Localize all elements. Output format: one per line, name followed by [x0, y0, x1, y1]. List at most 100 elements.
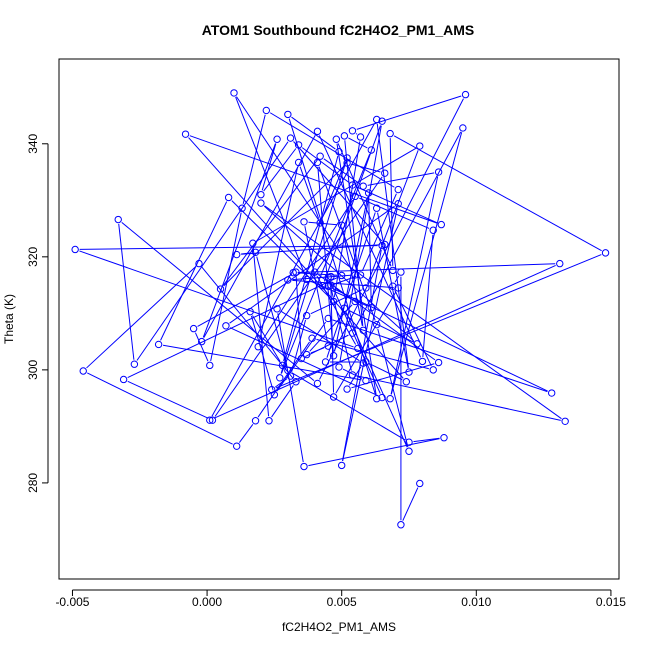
series-segment [291, 319, 307, 372]
series-segment [369, 363, 403, 381]
series-segment [348, 309, 414, 343]
series-segment [356, 95, 462, 130]
data-point [79, 367, 87, 375]
data-point [329, 352, 338, 360]
series-segment [393, 135, 602, 252]
data-point [114, 215, 122, 224]
data-point [397, 521, 405, 529]
y-tick-label: 320 [26, 246, 40, 266]
data-point [386, 395, 394, 403]
series-segment [127, 276, 338, 378]
data-point [324, 314, 332, 323]
series-segment [402, 487, 419, 521]
data-point [130, 360, 139, 368]
data-point [378, 117, 386, 125]
series-segment [316, 338, 430, 370]
data-point [284, 366, 292, 375]
series-segment [280, 310, 360, 362]
data-point [356, 133, 365, 141]
series-segment [121, 221, 315, 381]
series-segment [342, 368, 363, 380]
data-point [348, 181, 357, 189]
data-point [372, 395, 381, 403]
data-point [249, 239, 257, 247]
plot-frame [58, 58, 620, 580]
series-segment [367, 150, 419, 284]
data-point [292, 268, 300, 276]
data-point [222, 322, 230, 330]
data-point [337, 221, 346, 229]
series-segment [377, 328, 409, 448]
data-point [429, 366, 437, 374]
data-point [348, 127, 357, 135]
data-point [372, 320, 381, 329]
data-point [313, 158, 322, 167]
data-point [434, 168, 443, 176]
x-axis-label: fC2H4O2_PM1_AMS [282, 620, 396, 634]
series-segment [293, 141, 383, 242]
data-point [364, 189, 373, 197]
x-tick-label: 0.000 [192, 595, 222, 609]
data-point [372, 204, 381, 212]
data-point [547, 389, 556, 397]
data-point [300, 218, 308, 226]
data-point [327, 272, 335, 281]
data-point [297, 354, 306, 363]
series-segment [238, 424, 254, 443]
data-point [405, 368, 413, 376]
series-segment [413, 437, 440, 443]
data-point [459, 124, 467, 132]
data-point [437, 220, 446, 229]
data-point [71, 245, 79, 254]
series-segment [310, 347, 325, 354]
data-point [394, 185, 402, 194]
series-segment [271, 385, 294, 418]
data-point [394, 200, 402, 208]
data-point [195, 259, 203, 268]
series-segment [318, 274, 436, 361]
data-point [313, 127, 322, 136]
series-segment [276, 321, 327, 392]
series-segment [277, 313, 304, 463]
series-segment [310, 289, 363, 315]
data-point [356, 271, 365, 279]
series-segment [231, 200, 331, 299]
data-point [389, 266, 397, 275]
series-segment [242, 114, 266, 204]
data-point [206, 361, 214, 370]
data-point [232, 442, 241, 450]
data-point [389, 282, 397, 290]
series-segment [377, 212, 409, 368]
data-point [343, 154, 351, 162]
y-tick-label: 280 [26, 473, 40, 493]
data-point [359, 359, 367, 367]
data-point [324, 342, 332, 350]
series-segment [356, 375, 561, 421]
data-point [154, 340, 163, 349]
data-point [332, 135, 341, 143]
series-segment [79, 245, 378, 250]
series-segment [202, 143, 276, 338]
series-segment [162, 344, 362, 381]
data-point [340, 132, 349, 140]
series-segment [252, 315, 281, 362]
series-segment [269, 112, 395, 188]
series-segment [291, 116, 336, 150]
y-axis: 280 300 320 340 [26, 133, 49, 493]
data-point [302, 275, 311, 284]
series-segment [210, 212, 242, 362]
series-segment [332, 319, 548, 393]
series-segments [79, 95, 602, 521]
series-segment [310, 280, 368, 307]
series-segment [390, 176, 439, 395]
data-point [397, 268, 405, 276]
data-point [327, 281, 335, 289]
series-segment [376, 123, 409, 368]
series-segment [264, 205, 562, 420]
data-point [413, 340, 421, 348]
y-axis-label: Theta (K) [2, 294, 16, 344]
data-point [556, 259, 564, 268]
series-segment [299, 166, 320, 219]
series-segment [329, 281, 381, 394]
